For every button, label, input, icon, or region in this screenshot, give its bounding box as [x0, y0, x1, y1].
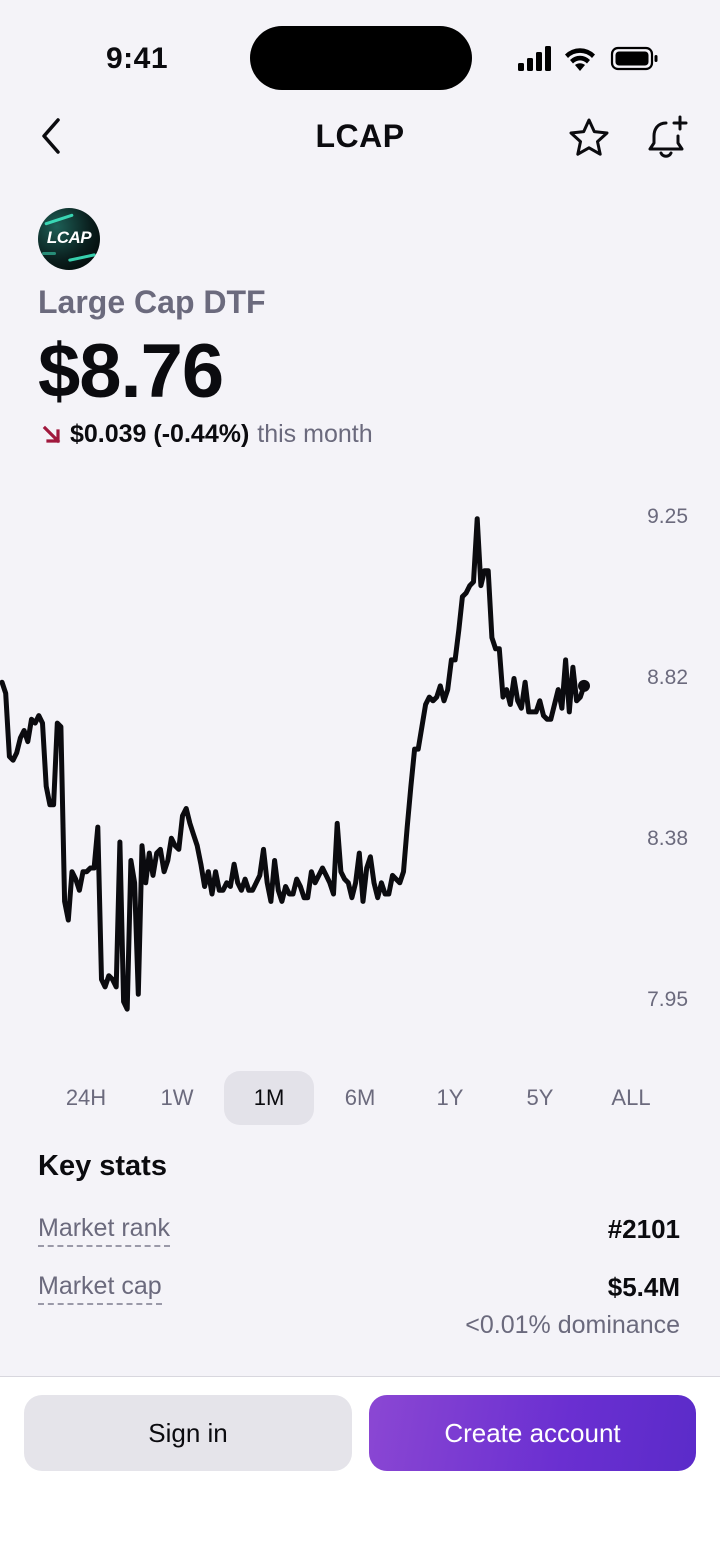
- tab-1w[interactable]: 1W: [160, 1085, 194, 1110]
- bell-plus-icon[interactable]: [644, 114, 690, 160]
- top-nav: LCAP: [0, 100, 720, 176]
- range-selector: 24H 1W 1M 6M 1Y 5Y ALL: [40, 1071, 682, 1125]
- chevron-left-icon[interactable]: [30, 114, 74, 158]
- battery-icon: [610, 46, 658, 71]
- star-icon[interactable]: [566, 116, 612, 160]
- price-chart[interactable]: 9.25 8.82 8.38 7.95: [0, 490, 720, 1030]
- y-tick-label: 8.82: [647, 666, 688, 689]
- wifi-icon: [565, 48, 595, 71]
- y-tick-label: 8.38: [647, 827, 688, 850]
- market-rank-label[interactable]: Market rank: [38, 1214, 170, 1247]
- asset-price: $8.76: [38, 329, 224, 414]
- cellular-signal-icon: [518, 46, 551, 71]
- price-line: [0, 516, 587, 1012]
- asset-name: Large Cap DTF: [38, 284, 266, 320]
- asset-logo: LCAP: [38, 208, 100, 270]
- create-account-button[interactable]: Create account: [369, 1395, 696, 1471]
- tab-all[interactable]: ALL: [611, 1085, 651, 1110]
- market-cap-label[interactable]: Market cap: [38, 1272, 162, 1305]
- logo-text: LCAP: [46, 228, 92, 247]
- sign-in-button[interactable]: Sign in: [24, 1395, 352, 1471]
- market-cap-value: $5.4M: [607, 1272, 680, 1302]
- change-value: $0.039 (-0.44%): [70, 420, 250, 448]
- market-rank-value: #2101: [607, 1214, 680, 1244]
- change-period: this month: [257, 420, 373, 448]
- bottom-action-bar: Sign in Create account: [0, 1376, 720, 1560]
- dynamic-island: [250, 26, 472, 90]
- arrow-down-right-icon: [42, 425, 61, 443]
- tab-5y[interactable]: 5Y: [526, 1085, 554, 1110]
- tab-6m[interactable]: 6M: [344, 1085, 376, 1110]
- status-bar: 9:41: [0, 0, 720, 110]
- status-time: 9:41: [106, 42, 169, 75]
- page-title: LCAP: [315, 118, 405, 154]
- y-tick-label: 7.95: [647, 988, 688, 1011]
- price-change: $0.039 (-0.44%) this month: [40, 420, 373, 449]
- tab-1y[interactable]: 1Y: [436, 1085, 464, 1110]
- tab-1m[interactable]: 1M: [224, 1071, 314, 1125]
- key-stats-heading: Key stats: [38, 1150, 167, 1182]
- price-end-dot: [578, 679, 590, 692]
- market-cap-dominance: <0.01% dominance: [465, 1311, 680, 1339]
- tab-24h[interactable]: 24H: [65, 1085, 107, 1110]
- status-icons: [518, 46, 658, 71]
- y-tick-label: 9.25: [647, 505, 688, 528]
